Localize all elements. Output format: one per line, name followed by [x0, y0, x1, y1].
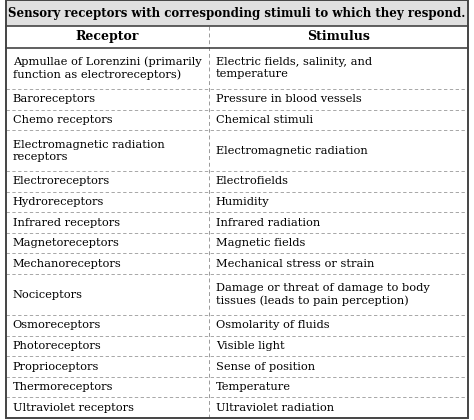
Text: Electroreceptors: Electroreceptors	[13, 176, 110, 186]
Text: Sensory receptors with corresponding stimuli to which they respond.: Sensory receptors with corresponding sti…	[9, 7, 465, 19]
Text: Baroreceptors: Baroreceptors	[13, 94, 96, 104]
Text: Chemical stimuli: Chemical stimuli	[216, 115, 313, 125]
Text: Proprioceptors: Proprioceptors	[13, 362, 99, 372]
Text: Receptor: Receptor	[75, 31, 139, 43]
Text: Magnetoreceptors: Magnetoreceptors	[13, 238, 119, 248]
Text: Photoreceptors: Photoreceptors	[13, 341, 101, 351]
Text: Ultraviolet radiation: Ultraviolet radiation	[216, 403, 334, 412]
Text: Infrared radiation: Infrared radiation	[216, 218, 320, 228]
Text: Sense of position: Sense of position	[216, 362, 315, 372]
Text: Osmolarity of fluids: Osmolarity of fluids	[216, 320, 329, 331]
Text: Infrared receptors: Infrared receptors	[13, 218, 120, 228]
Text: Electromagnetic radiation: Electromagnetic radiation	[216, 146, 367, 156]
Text: Stimulus: Stimulus	[307, 31, 370, 43]
Text: Chemo receptors: Chemo receptors	[13, 115, 112, 125]
Text: Thermoreceptors: Thermoreceptors	[13, 382, 113, 392]
Text: Hydroreceptors: Hydroreceptors	[13, 197, 104, 207]
Text: Magnetic fields: Magnetic fields	[216, 238, 305, 248]
Text: Temperature: Temperature	[216, 382, 291, 392]
Text: Apmullae of Lorenzini (primarily
function as electroreceptors): Apmullae of Lorenzini (primarily functio…	[13, 57, 201, 80]
Text: Damage or threat of damage to body
tissues (leads to pain perception): Damage or threat of damage to body tissu…	[216, 283, 429, 306]
Text: Electric fields, salinity, and
temperature: Electric fields, salinity, and temperatu…	[216, 58, 372, 79]
Text: Osmoreceptors: Osmoreceptors	[13, 320, 101, 331]
Text: Mechanical stress or strain: Mechanical stress or strain	[216, 259, 374, 269]
Text: Ultraviolet receptors: Ultraviolet receptors	[13, 403, 134, 412]
Text: Nociceptors: Nociceptors	[13, 289, 83, 299]
Text: Mechanoreceptors: Mechanoreceptors	[13, 259, 121, 269]
Text: Electrofields: Electrofields	[216, 176, 289, 186]
Text: Visible light: Visible light	[216, 341, 284, 351]
Text: Electromagnetic radiation
receptors: Electromagnetic radiation receptors	[13, 140, 164, 162]
Bar	[6, 0, 468, 26]
Text: Humidity: Humidity	[216, 197, 269, 207]
Text: Pressure in blood vessels: Pressure in blood vessels	[216, 94, 361, 104]
